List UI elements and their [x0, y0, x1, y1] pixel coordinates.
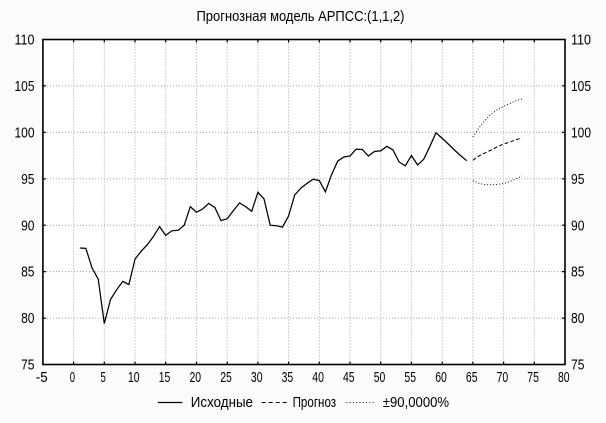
svg-text:75: 75 — [21, 358, 34, 374]
svg-text:45: 45 — [343, 370, 355, 386]
svg-text:-5: -5 — [36, 370, 48, 386]
svg-text:Исходные: Исходные — [191, 395, 253, 411]
svg-text:75: 75 — [527, 370, 539, 386]
svg-text:0: 0 — [70, 370, 75, 386]
svg-text:30: 30 — [251, 370, 263, 386]
svg-text:60: 60 — [435, 370, 447, 386]
svg-text:85: 85 — [21, 265, 34, 281]
svg-text:5: 5 — [100, 370, 105, 386]
svg-text:Прогноз: Прогноз — [293, 395, 337, 411]
svg-text:65: 65 — [466, 370, 478, 386]
svg-text:110: 110 — [15, 33, 35, 49]
svg-text:Прогнозная модель АРПСС:(1,1,2: Прогнозная модель АРПСС:(1,1,2) — [197, 9, 405, 25]
svg-text:80: 80 — [571, 311, 584, 327]
svg-text:35: 35 — [282, 370, 294, 386]
svg-text:10: 10 — [128, 370, 140, 386]
svg-text:75: 75 — [571, 358, 584, 374]
svg-text:100: 100 — [571, 126, 591, 142]
svg-text:85: 85 — [571, 265, 584, 281]
svg-text:55: 55 — [404, 370, 416, 386]
svg-text:90: 90 — [571, 218, 584, 234]
svg-text:±90,0000%: ±90,0000% — [383, 395, 450, 411]
svg-text:80: 80 — [558, 370, 570, 386]
svg-text:20: 20 — [190, 370, 202, 386]
svg-text:105: 105 — [15, 79, 35, 95]
svg-text:80: 80 — [21, 311, 34, 327]
svg-text:95: 95 — [571, 172, 584, 188]
svg-text:105: 105 — [571, 79, 591, 95]
svg-text:40: 40 — [312, 370, 324, 386]
svg-text:90: 90 — [21, 218, 34, 234]
svg-text:70: 70 — [497, 370, 509, 386]
svg-text:15: 15 — [159, 370, 171, 386]
svg-text:100: 100 — [15, 126, 35, 142]
svg-text:110: 110 — [571, 33, 591, 49]
svg-text:50: 50 — [374, 370, 386, 386]
svg-text:95: 95 — [21, 172, 34, 188]
svg-text:25: 25 — [220, 370, 232, 386]
